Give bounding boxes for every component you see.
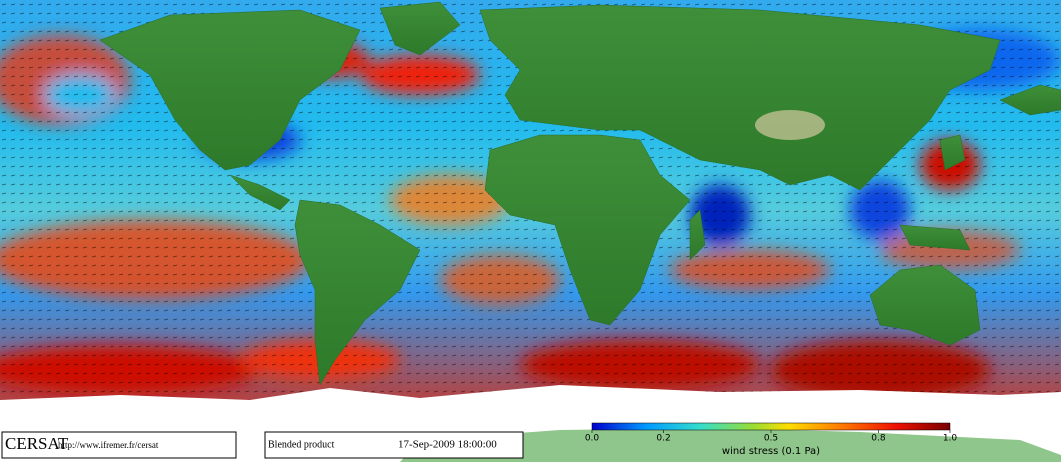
product-box (264, 431, 524, 459)
logo: CERSAT (5, 434, 69, 453)
ice (0, 385, 1061, 420)
antarctica (400, 428, 1061, 462)
logo-box (1, 431, 237, 459)
product: Blended product (268, 439, 335, 450)
datetime: 17-Sep-2009 18:00:00 (398, 439, 497, 451)
colorbar (591, 422, 951, 431)
colorbar-label: wind stress (0.1 Pa) (722, 446, 820, 457)
url: http://www.ifremer.fr/cersat (58, 440, 159, 450)
land (99, 1, 1061, 386)
colorbar-tick-label: 0.0 (585, 434, 600, 444)
plateau (755, 110, 825, 140)
colorbar-tick-label: 0.5 (764, 434, 778, 444)
colorbar-tick-label: 0.8 (871, 434, 886, 444)
colorbar-tick-label: 1.0 (943, 434, 958, 444)
colorbar-tick-label: 0.2 (656, 434, 670, 444)
